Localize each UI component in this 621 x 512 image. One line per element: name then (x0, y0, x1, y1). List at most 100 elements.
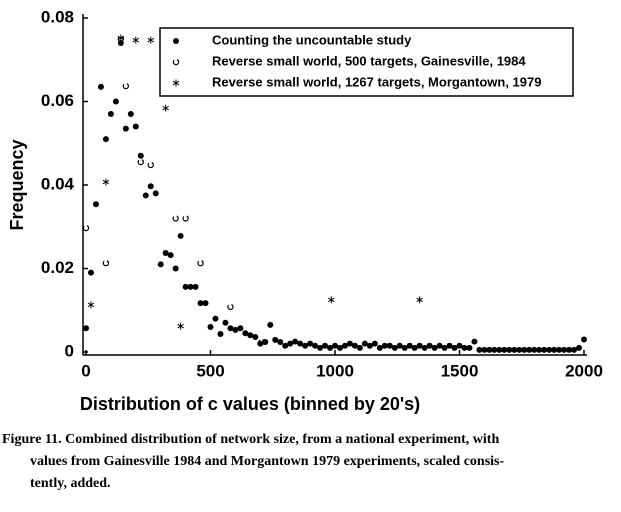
point (167, 252, 174, 259)
point (282, 342, 289, 349)
point (556, 346, 563, 353)
point (182, 215, 189, 222)
point (173, 38, 179, 44)
point (102, 136, 109, 143)
point (102, 178, 110, 186)
point (466, 344, 473, 351)
point (536, 346, 543, 353)
point (137, 152, 144, 159)
asterisk-stroke (162, 105, 169, 111)
point (152, 190, 159, 197)
asterisk-stroke (117, 35, 125, 41)
y-tick-label: 0.08 (41, 7, 74, 26)
point (336, 344, 343, 351)
point (511, 346, 518, 353)
point (87, 269, 94, 276)
point (456, 342, 463, 349)
point (212, 315, 219, 322)
point (481, 346, 488, 353)
point (332, 342, 338, 349)
point (381, 342, 388, 349)
point (391, 344, 398, 351)
point (461, 344, 468, 351)
point (162, 250, 169, 257)
legend-box (159, 27, 574, 97)
asterisk-stroke (177, 323, 184, 329)
point (207, 323, 214, 330)
legend-label: Reverse small world, 1267 targets, Morga… (212, 74, 541, 89)
y-tick-label: 0.04 (41, 174, 75, 193)
point (436, 342, 443, 349)
point (157, 261, 164, 268)
point (92, 201, 99, 208)
point (142, 192, 149, 199)
point (258, 338, 265, 346)
caption-line: Figure 11. Combined distribution of netw… (2, 432, 499, 447)
x-tick-label: 1000 (316, 361, 354, 380)
point (346, 340, 353, 347)
point (431, 344, 438, 351)
point (172, 58, 180, 66)
legend-label: Counting the uncountable study (212, 32, 412, 47)
point (371, 340, 378, 347)
x-axis-title: Distribution of c values (binned by 20's… (80, 394, 420, 414)
point (182, 283, 189, 290)
point (356, 344, 363, 351)
point (172, 265, 179, 272)
point (401, 344, 408, 351)
point (107, 111, 114, 118)
point (177, 232, 184, 239)
y-tick-label: 0.06 (41, 91, 74, 110)
caption-line: values from Gainesville 1984 and Morgant… (30, 454, 505, 469)
point (162, 104, 169, 112)
point (541, 346, 548, 353)
point (252, 333, 259, 340)
point (227, 325, 234, 332)
point (416, 342, 423, 349)
point (312, 342, 319, 349)
point (551, 346, 558, 353)
x-tick-label: 500 (196, 361, 224, 380)
point (137, 158, 144, 166)
asterisk-stroke (172, 80, 180, 86)
point (232, 326, 239, 333)
point (307, 340, 314, 347)
point (132, 36, 140, 44)
point (127, 111, 134, 118)
point (302, 342, 309, 349)
x-tick-label: 2000 (565, 361, 603, 380)
point (386, 342, 393, 349)
point (102, 259, 110, 267)
point (322, 342, 329, 349)
asterisk-stroke (132, 37, 140, 43)
point (82, 224, 90, 232)
point (406, 342, 413, 349)
point (411, 344, 418, 351)
point (471, 338, 478, 345)
point (227, 303, 234, 311)
point (516, 346, 523, 353)
asterisk-stroke (416, 297, 423, 303)
point (506, 346, 513, 353)
point (421, 344, 428, 351)
point (132, 123, 139, 130)
point (351, 342, 358, 349)
point (561, 346, 568, 353)
point (267, 321, 274, 328)
point (147, 36, 154, 44)
point (187, 283, 194, 290)
point (416, 296, 423, 304)
point (426, 342, 433, 349)
asterisk-stroke (102, 179, 110, 185)
point (122, 82, 130, 90)
point (172, 79, 180, 87)
asterisk-stroke (147, 37, 154, 43)
point (521, 346, 528, 353)
asterisk-stroke (87, 302, 95, 308)
point (147, 183, 154, 190)
point (242, 330, 249, 337)
legend-label: Reverse small world, 500 targets, Gaines… (212, 53, 526, 68)
point (581, 336, 587, 343)
point (197, 259, 204, 267)
